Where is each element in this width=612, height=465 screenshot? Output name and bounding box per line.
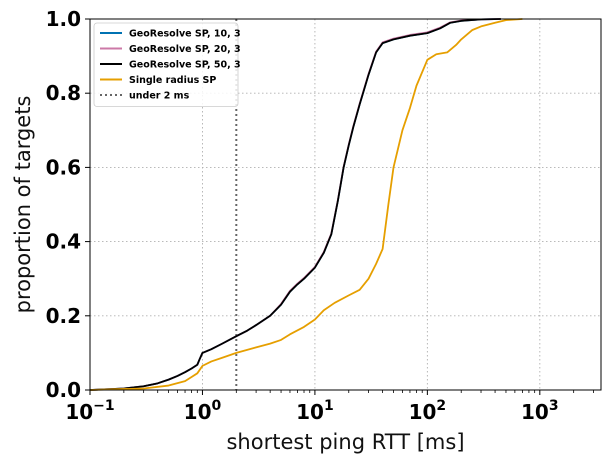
legend-label-2: GeoResolve SP, 50, 3 [129,60,241,71]
legend: GeoResolve SP, 10, 3 GeoResolve SP, 20, 3… [93,22,241,107]
y-tick-label-4: 0.8 [46,81,81,105]
legend-label-3: Single radius SP [129,75,216,86]
x-tick-label-0: 10−1 [65,398,114,424]
series-layer [89,18,523,391]
x-axis-ticks: 10−1 100 101 102 103 [65,390,594,424]
plot-frame [89,18,602,391]
y-tick-label-5: 1.0 [46,7,81,31]
legend-box [93,22,239,107]
series-line-3 [89,18,523,391]
x-axis-title: shortest ping RTT [ms] [226,430,464,454]
y-tick-label-3: 0.6 [46,155,81,179]
x-tick-label-1: 100 [184,398,222,424]
legend-label-0: GeoResolve SP, 10, 3 [129,29,241,40]
x-tick-label-4: 103 [521,398,559,424]
x-tick-label-3: 102 [409,398,447,424]
y-tick-label-2: 0.4 [46,230,81,254]
y-tick-label-0: 0.0 [46,378,81,402]
y-axis-ticks: 0.0 0.2 0.4 0.6 0.8 1.0 [46,7,90,402]
legend-label-4: under 2 ms [129,91,190,102]
series-line-2 [89,18,501,391]
x-tick-label-2: 101 [296,398,334,424]
y-tick-label-1: 0.2 [46,304,81,328]
y-axis-title: proportion of targets [11,96,35,314]
legend-label-1: GeoResolve SP, 20, 3 [129,44,241,55]
